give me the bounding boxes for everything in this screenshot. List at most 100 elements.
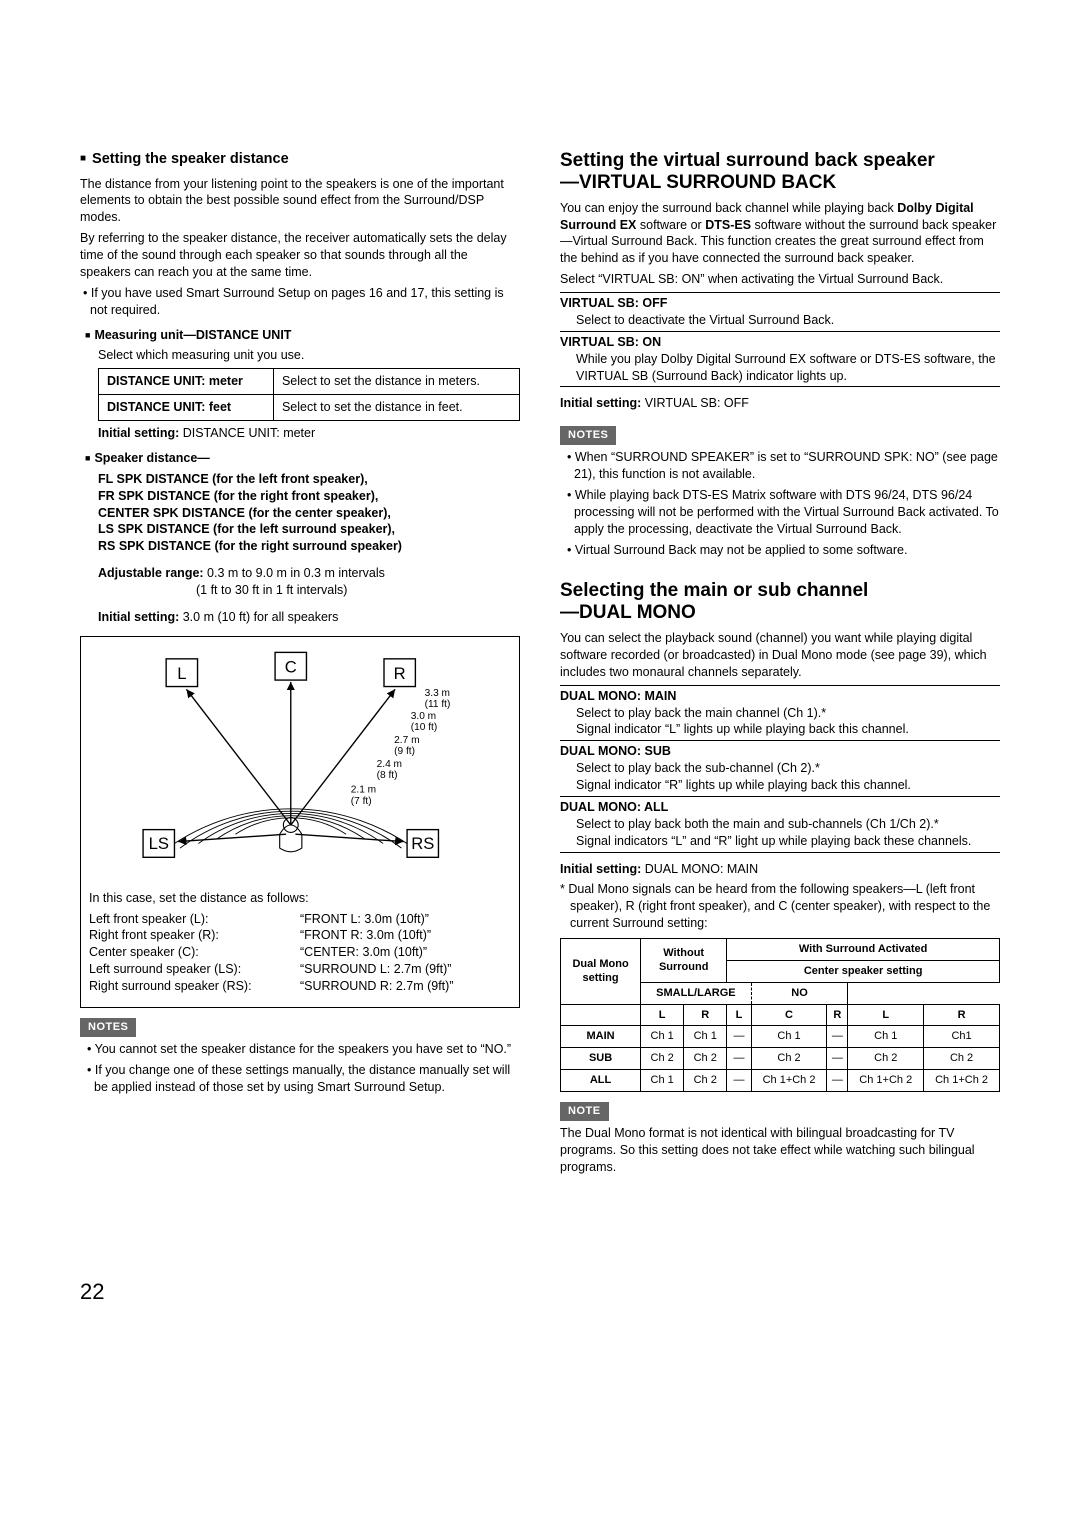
table-row: ALL Ch 1 Ch 2 — Ch 1+Ch 2 — Ch 1+Ch 2 Ch… (561, 1070, 1000, 1092)
cell: Ch 1+Ch 2 (848, 1070, 924, 1092)
dist-line: FL SPK DISTANCE (for the left front spea… (98, 471, 520, 488)
initial-val: DISTANCE UNIT: meter (179, 426, 315, 440)
cell: Ch 1 (641, 1070, 684, 1092)
option-title: DUAL MONO: ALL (560, 799, 1000, 816)
adj-range-val: 0.3 m to 9.0 m in 0.3 m intervals (204, 566, 385, 580)
subheading-measuring-unit: Measuring unit—DISTANCE UNIT (80, 327, 520, 344)
figure-distance-list: Left front speaker (L):“FRONT L: 3.0m (1… (89, 911, 511, 995)
notes-badge: NOTES (560, 426, 616, 445)
cell: Ch 2 (751, 1048, 827, 1070)
intro-bullet-text: If you have used Smart Surround Setup on… (90, 286, 504, 317)
initial-val: VIRTUAL SB: OFF (641, 396, 749, 410)
option-title: VIRTUAL SB: OFF (560, 295, 1000, 312)
cell: Ch 2 (684, 1070, 727, 1092)
dm-body: You can select the playback sound (chann… (560, 630, 1000, 681)
vsb-initial: Initial setting: VIRTUAL SB: OFF (560, 395, 1000, 412)
dist-line: LS SPK DISTANCE (for the left surround s… (98, 521, 520, 538)
cell: Ch 2 (924, 1048, 1000, 1070)
option-body: Signal indicator “R” lights up while pla… (560, 777, 1000, 794)
note-item: If you change one of these settings manu… (94, 1062, 520, 1096)
table-row: MAIN Ch 1 Ch 1 — Ch 1 — Ch 1 Ch1 (561, 1026, 1000, 1048)
note-item: Virtual Surround Back may not be applied… (574, 542, 1000, 559)
option-dm-all: DUAL MONO: ALL Select to play back both … (560, 799, 1000, 850)
option-title: DUAL MONO: SUB (560, 743, 1000, 760)
unit-meter-label: DISTANCE UNIT: meter (99, 369, 274, 395)
th-no: NO (751, 982, 848, 1004)
svg-text:2.4 m: 2.4 m (377, 759, 402, 770)
th-C: C (751, 1004, 827, 1026)
svg-text:2.7 m: 2.7 m (394, 735, 419, 746)
th-R: R (924, 1004, 1000, 1026)
list-key: Center speaker (C): (89, 944, 300, 961)
cell: Ch 2 (848, 1048, 924, 1070)
initial-label: Initial setting: (560, 396, 641, 410)
option-body: While you play Dolby Digital Surround EX… (560, 351, 1000, 385)
initial-label: Initial setting: (98, 426, 179, 440)
note-item: While playing back DTS-ES Matrix softwar… (574, 487, 1000, 538)
option-body: Signal indicators “L” and “R” light up w… (560, 833, 1000, 850)
list-key: Right surround speaker (RS): (89, 978, 300, 995)
dist-initial-val: 3.0 m (10 ft) for all speakers (179, 610, 338, 624)
cell: — (827, 1070, 848, 1092)
speaker-distance-figure: L C R LS RS (80, 636, 520, 1008)
text: You can enjoy the surround back channel … (560, 201, 897, 215)
svg-text:(9 ft): (9 ft) (394, 746, 415, 757)
svg-text:(10 ft): (10 ft) (411, 722, 438, 733)
option-dm-sub: DUAL MONO: SUB Select to play back the s… (560, 743, 1000, 794)
intro-text: The distance from your listening point t… (80, 176, 520, 227)
notes-list: You cannot set the speaker distance for … (80, 1041, 520, 1096)
unit-meter-desc: Select to set the distance in meters. (273, 369, 519, 395)
adj-range-label: Adjustable range: (98, 566, 204, 580)
adj-range-val2: (1 ft to 30 ft in 1 ft intervals) (98, 582, 520, 599)
svg-text:(11 ft): (11 ft) (425, 699, 451, 710)
cell: Ch 2 (641, 1048, 684, 1070)
th-empty (561, 1004, 641, 1026)
dual-mono-table: Dual Monosetting WithoutSurround With Su… (560, 938, 1000, 1092)
option-title: VIRTUAL SB: ON (560, 334, 1000, 351)
th-center-setting: Center speaker setting (727, 960, 1000, 982)
row-name: MAIN (561, 1026, 641, 1048)
th-L: L (641, 1004, 684, 1026)
heading-line1: Setting the virtual surround back speake… (560, 150, 935, 171)
svg-text:3.3 m: 3.3 m (425, 688, 450, 699)
heading-line2: —VIRTUAL SURROUND BACK (560, 172, 836, 193)
option-dm-main: DUAL MONO: MAIN Select to play back the … (560, 688, 1000, 739)
th-small-large: SMALL/LARGE (641, 982, 752, 1004)
cell: — (827, 1026, 848, 1048)
svg-text:R: R (394, 664, 406, 683)
unit-feet-desc: Select to set the distance in feet. (273, 395, 519, 421)
note-item: When “SURROUND SPEAKER” is set to “SURRO… (574, 449, 1000, 483)
table-row: SUB Ch 2 Ch 2 — Ch 2 — Ch 2 Ch 2 (561, 1048, 1000, 1070)
heading-dual-mono: Selecting the main or sub channel —DUAL … (560, 580, 1000, 624)
unit-feet-label: DISTANCE UNIT: feet (99, 395, 274, 421)
initial-label: Initial setting: (560, 862, 641, 876)
page-number: 22 (0, 1219, 1080, 1335)
option-body: Select to play back both the main and su… (560, 816, 1000, 833)
option-body: Signal indicator “L” lights up while pla… (560, 721, 1000, 738)
th-R: R (827, 1004, 848, 1026)
svg-text:(7 ft): (7 ft) (351, 796, 372, 807)
cell: — (827, 1048, 848, 1070)
list-key: Left front speaker (L): (89, 911, 300, 928)
cell: Ch 1 (641, 1026, 684, 1048)
list-val: “FRONT R: 3.0m (10ft)” (300, 927, 511, 944)
unit-desc: Select which measuring unit you use. (80, 347, 520, 364)
option-vsb-off: VIRTUAL SB: OFF Select to deactivate the… (560, 295, 1000, 329)
cell: Ch 2 (684, 1048, 727, 1070)
cell: — (727, 1026, 751, 1048)
note-item: You cannot set the speaker distance for … (94, 1041, 520, 1058)
list-key: Left surround speaker (LS): (89, 961, 300, 978)
th-setting: Dual Monosetting (561, 939, 641, 1005)
text: software or (636, 218, 705, 232)
vsb-notes-list: When “SURROUND SPEAKER” is set to “SURRO… (560, 449, 1000, 558)
option-vsb-on: VIRTUAL SB: ON While you play Dolby Digi… (560, 334, 1000, 385)
figure-caption: In this case, set the distance as follow… (89, 890, 511, 907)
th-L: L (848, 1004, 924, 1026)
heading-speaker-distance: Setting the speaker distance (80, 150, 520, 170)
dm-footnote: * Dual Mono signals can be heard from th… (560, 881, 1000, 932)
th-without: WithoutSurround (641, 939, 727, 983)
th-L: L (727, 1004, 751, 1026)
left-column: Setting the speaker distance The distanc… (80, 150, 520, 1179)
cell: — (727, 1070, 751, 1092)
option-body: Select to deactivate the Virtual Surroun… (560, 312, 1000, 329)
